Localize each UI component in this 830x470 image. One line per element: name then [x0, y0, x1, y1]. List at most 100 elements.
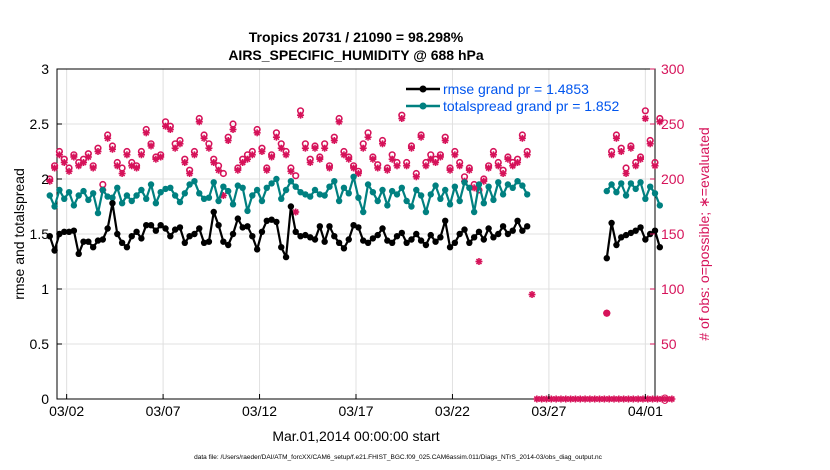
- obs-evaluated-point: [617, 148, 625, 155]
- obs-evaluated-point: [668, 395, 676, 403]
- totalspread-point: [311, 186, 319, 194]
- totalspread-point: [637, 179, 644, 186]
- rmse-point: [225, 241, 232, 249]
- rmse-point: [613, 241, 620, 249]
- totalspread-point: [321, 192, 328, 199]
- obs-evaluated-point: [205, 144, 213, 152]
- rmse-point: [123, 244, 131, 251]
- rmse-point: [311, 236, 319, 243]
- obs-evaluated-point: [118, 170, 126, 177]
- x-tick-label: 03/07: [146, 403, 181, 419]
- totalspread-point: [51, 203, 58, 210]
- totalspread-point: [603, 187, 610, 195]
- totalspread-point: [287, 178, 295, 185]
- obs-evaluated-point: [514, 159, 522, 166]
- obs-evaluated-point: [533, 395, 541, 403]
- totalspread-point: [355, 194, 362, 201]
- obs-evaluated-point: [306, 159, 314, 166]
- rmse-point: [278, 244, 285, 251]
- obs-evaluated-point: [518, 134, 526, 142]
- obs-evaluated-point: [470, 184, 478, 192]
- obs-evaluated-point: [417, 133, 425, 141]
- rmse-point: [239, 224, 246, 231]
- rmse-point: [191, 230, 198, 238]
- x-tick-label: 04/01: [628, 403, 663, 419]
- totalspread-point: [316, 191, 324, 198]
- totalspread-point: [388, 187, 396, 195]
- totalspread-point: [152, 200, 160, 207]
- obs-evaluated-point: [499, 170, 507, 177]
- obs-evaluated-point: [51, 164, 59, 172]
- obs-evaluated-point: [552, 395, 560, 403]
- totalspread-point: [210, 179, 217, 186]
- left-tick-label: 2: [41, 171, 49, 187]
- rmse-point: [504, 230, 512, 238]
- rmse-point: [360, 237, 367, 244]
- rmse-point: [451, 239, 459, 246]
- obs-evaluated-point: [176, 140, 184, 148]
- totalspread-point: [65, 189, 73, 196]
- legend-spread-marker: [419, 102, 427, 110]
- totalspread-point: [608, 181, 615, 188]
- rmse-point: [282, 253, 290, 261]
- obs-evaluated-point: [436, 153, 444, 161]
- totalspread-point: [191, 178, 198, 185]
- totalspread-point: [306, 193, 314, 200]
- rmse-point: [234, 215, 242, 222]
- obs-evaluated-point: [653, 395, 661, 403]
- rmse-point: [321, 238, 328, 245]
- rmse-point: [162, 225, 169, 232]
- obs-evaluated-point: [142, 129, 150, 137]
- totalspread-point: [61, 195, 68, 202]
- rmse-point: [466, 239, 473, 246]
- obs-evaluated-point: [239, 159, 247, 166]
- rmse-point: [335, 239, 343, 246]
- rmse-point: [229, 230, 237, 238]
- totalspread-point: [446, 201, 454, 208]
- obs-evaluated-point: [195, 118, 203, 126]
- rmse-point: [637, 224, 644, 231]
- obs-evaluated-point: [350, 164, 358, 172]
- rmse-point: [152, 227, 160, 234]
- totalspread-point: [470, 208, 478, 216]
- rmse-point: [326, 223, 333, 230]
- obs-evaluated-point: [489, 151, 497, 159]
- obs-evaluated-point: [480, 177, 488, 185]
- rmse-point: [171, 226, 179, 233]
- obs-evaluated-point: [393, 162, 401, 170]
- rmse-point: [94, 237, 102, 244]
- obs-evaluated-point: [465, 166, 473, 174]
- rmse-point: [490, 234, 497, 241]
- rmse-point: [99, 236, 107, 243]
- rmse-point: [167, 233, 174, 240]
- obs-evaluated-point: [248, 151, 256, 159]
- obs-evaluated-point: [181, 159, 189, 166]
- rmse-point: [437, 234, 444, 241]
- totalspread-line: [48, 175, 529, 215]
- obs-evaluated-point: [321, 144, 329, 152]
- totalspread-point: [613, 189, 620, 196]
- obs-evaluated-point: [615, 395, 623, 403]
- rmse-point: [398, 229, 406, 237]
- rmse-point: [46, 233, 53, 240]
- rmse-point: [524, 223, 531, 230]
- rmse-point: [138, 235, 145, 242]
- right-tick-label: 250: [661, 116, 685, 132]
- totalspread-point: [622, 192, 630, 199]
- totalspread-point: [200, 195, 208, 202]
- rmse-line: [605, 221, 661, 259]
- rmse-point: [215, 222, 222, 229]
- obs-evaluated-point: [359, 144, 367, 152]
- obs-evaluated-point: [407, 144, 415, 152]
- legend-spread-label: totalspread grand pr = 1.852: [443, 98, 620, 114]
- totalspread-point: [417, 192, 425, 199]
- gridlines: [57, 68, 655, 400]
- obs-evaluated-point: [166, 126, 174, 133]
- totalspread-point: [398, 184, 406, 191]
- rmse-point: [258, 228, 266, 235]
- totalspread-point: [451, 183, 459, 190]
- obs-evaluated-point: [340, 151, 348, 159]
- obs-evaluated-point: [190, 151, 198, 159]
- obs-evaluated-point: [157, 153, 165, 161]
- totalspread-point: [519, 182, 526, 189]
